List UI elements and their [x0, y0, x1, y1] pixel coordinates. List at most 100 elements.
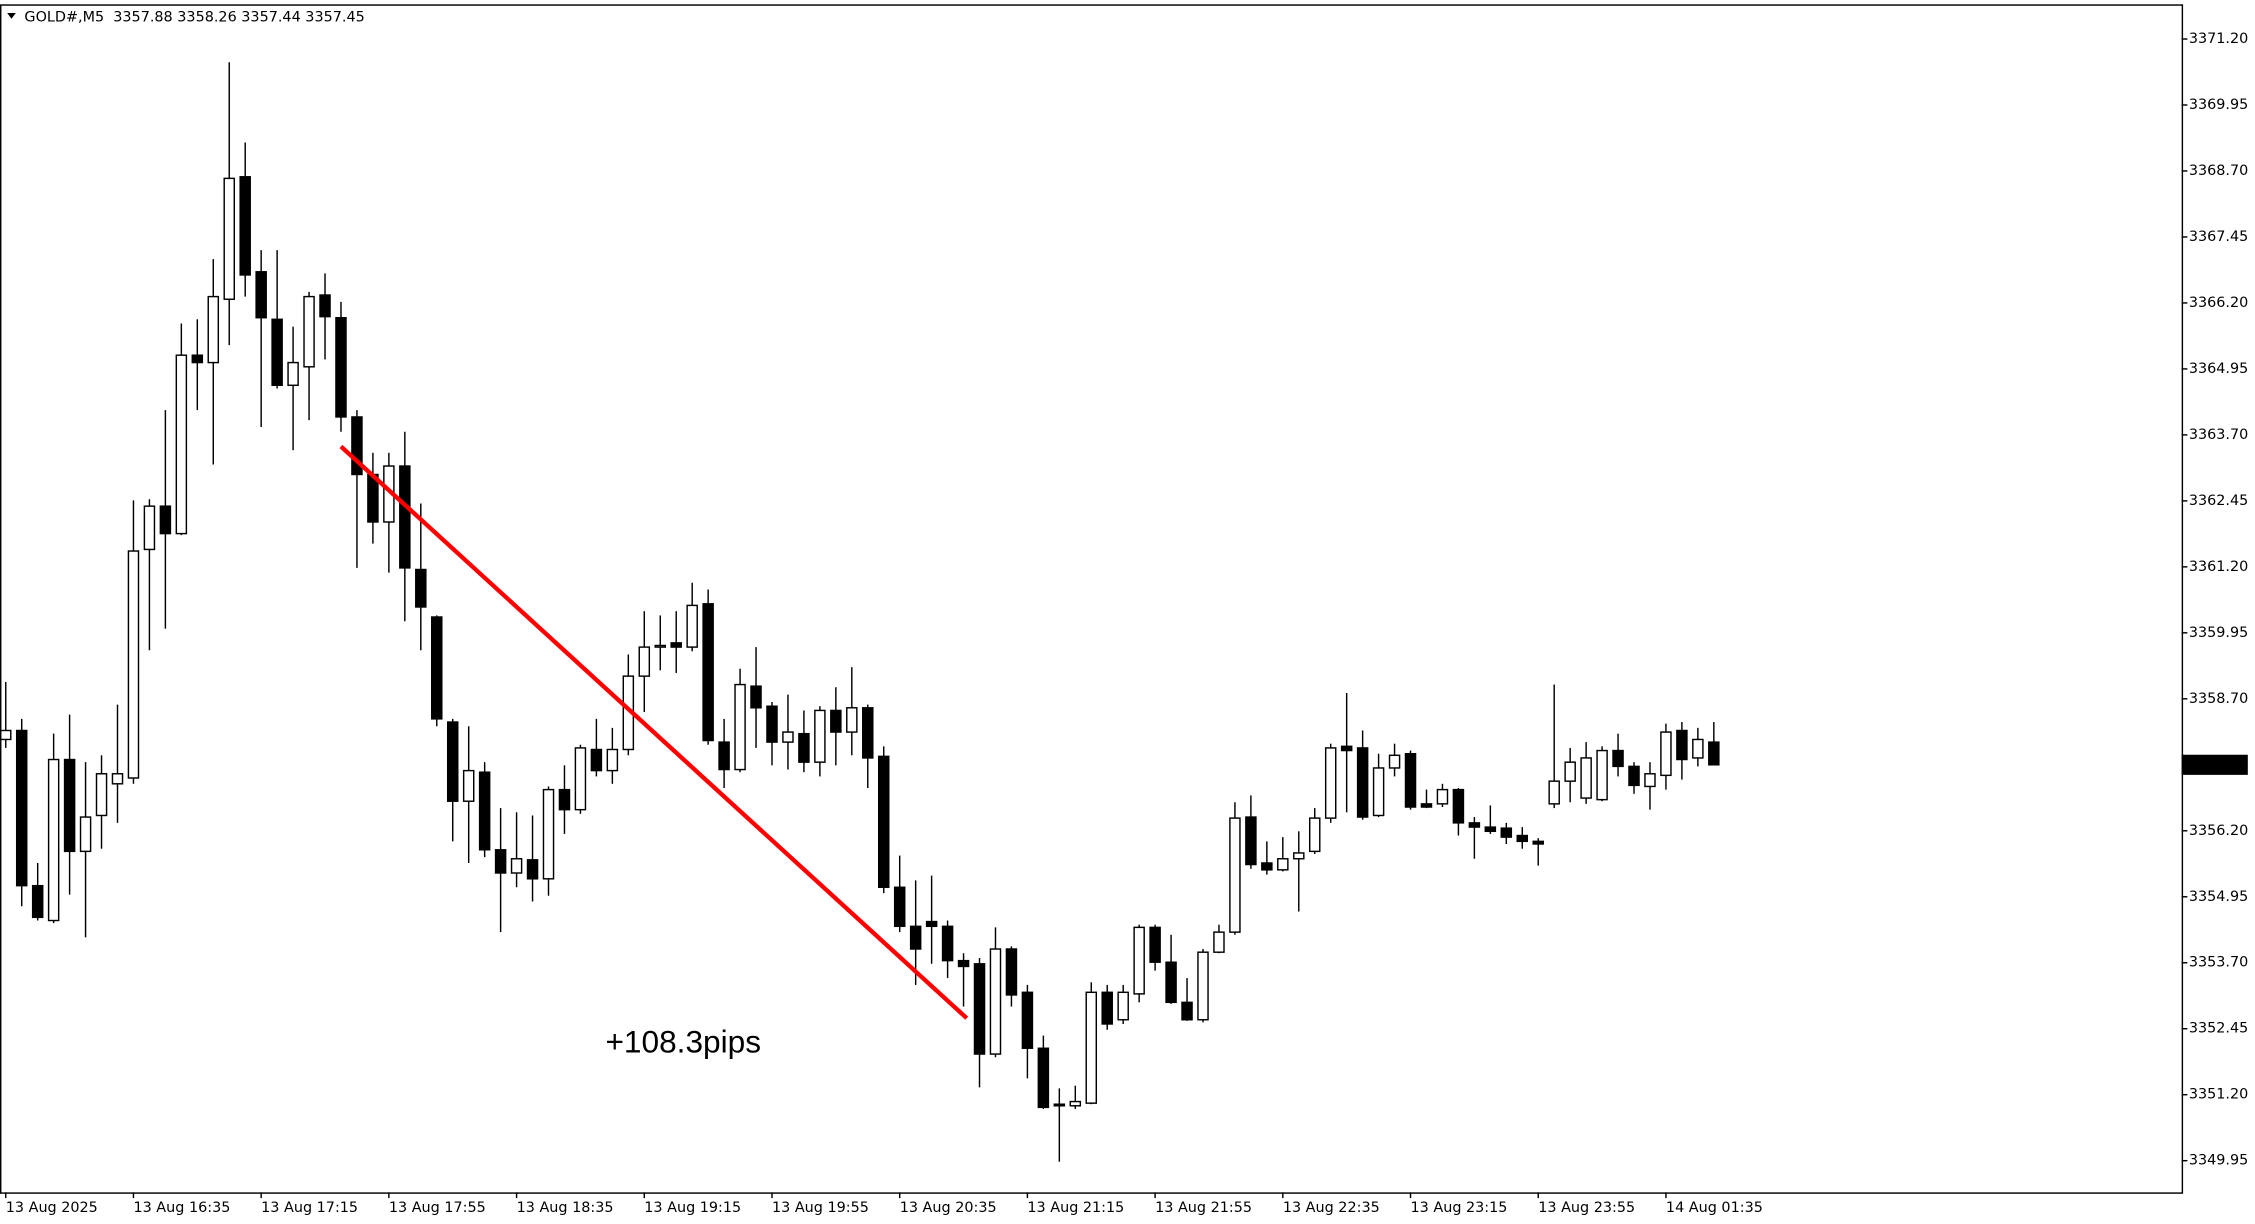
x-tick-label: 13 Aug 17:55 — [389, 1200, 486, 1216]
y-tick-label: 3368.70 — [2189, 163, 2248, 179]
y-tick-label: 3349.95 — [2189, 1153, 2248, 1169]
candle-body — [846, 707, 858, 733]
candle-body — [111, 773, 124, 785]
x-tick-label: 14 Aug 01:35 — [1666, 1200, 1763, 1216]
trendline — [339, 444, 969, 1020]
candle-body — [1692, 738, 1704, 759]
candle-body — [702, 603, 714, 742]
y-tick-label: 3358.70 — [2189, 691, 2248, 707]
y-tick-label: 3351.20 — [2189, 1087, 2248, 1103]
candle-body — [1628, 765, 1640, 787]
candle-body — [1356, 747, 1369, 818]
candle-body — [734, 683, 746, 771]
candle-body — [893, 886, 906, 928]
candle-body — [606, 748, 619, 772]
candle-body — [1149, 926, 1161, 963]
candle-body — [1308, 817, 1321, 853]
candle-body — [957, 959, 970, 968]
x-tick-label: 13 Aug 23:55 — [1538, 1200, 1635, 1216]
candle-body — [1181, 1001, 1193, 1021]
menu-triangle[interactable] — [7, 12, 16, 19]
candle-body — [223, 177, 235, 300]
candle-body — [750, 685, 762, 709]
x-tick-label: 13 Aug 16:35 — [133, 1200, 230, 1216]
candle-body — [1580, 757, 1592, 799]
candle-body — [718, 741, 730, 771]
y-tick-label: 3353.70 — [2189, 955, 2248, 971]
candle-body — [1612, 749, 1624, 768]
plot-frame — [0, 4, 2184, 1194]
candle-body — [1340, 745, 1353, 752]
candle-body — [941, 925, 954, 962]
annotation: +108.3pips — [605, 1024, 761, 1060]
candle-body — [1564, 761, 1576, 782]
candle-body — [255, 271, 267, 319]
candle-body — [351, 416, 363, 476]
candle-body — [542, 788, 555, 880]
candle-body — [31, 884, 44, 919]
candle-body — [207, 295, 220, 364]
candle-body — [1468, 822, 1481, 828]
y-tick-label: 3352.45 — [2189, 1021, 2248, 1037]
candle-body — [1500, 827, 1513, 838]
candle-body — [1420, 803, 1433, 808]
y-tick-label: 3361.20 — [2189, 559, 2248, 575]
x-tick-label: 13 Aug 22:35 — [1283, 1200, 1380, 1216]
y-tick-label: 3367.45 — [2189, 229, 2248, 245]
candle-body — [1404, 752, 1417, 808]
y-tick-label: 3363.70 — [2189, 427, 2248, 443]
candle-body — [1372, 767, 1385, 817]
candle-body — [814, 709, 826, 763]
candle-body — [399, 465, 411, 569]
candle-body — [127, 550, 140, 779]
candle-body — [686, 604, 698, 648]
candle-body — [191, 354, 204, 364]
candle-body — [79, 816, 92, 853]
candle-body — [303, 295, 315, 368]
candle-body — [510, 858, 523, 874]
candle-body — [1548, 780, 1560, 805]
candle-body — [494, 849, 507, 874]
candle-body — [462, 769, 475, 802]
candle-body — [798, 732, 810, 763]
candle-body — [1229, 817, 1241, 933]
candle-body — [1324, 747, 1337, 819]
candle-body — [574, 747, 587, 811]
candle-body — [1293, 852, 1305, 860]
candle-body — [1053, 1103, 1066, 1107]
candle-body — [1165, 961, 1177, 1004]
candle-body — [654, 644, 667, 648]
candle-body — [862, 707, 874, 759]
candle-body — [1277, 858, 1289, 871]
candle-body — [319, 294, 331, 318]
candle-body — [1213, 931, 1225, 953]
candle-body — [877, 755, 890, 888]
candle-body — [766, 705, 778, 743]
candle-body — [1085, 991, 1098, 1104]
candle-body — [239, 176, 251, 276]
y-tick-label: 3369.95 — [2189, 97, 2248, 113]
candle-body — [1660, 731, 1672, 777]
candle-body — [1484, 826, 1497, 833]
candle-body — [1245, 816, 1257, 866]
candle-body — [1005, 948, 1018, 996]
candle-body — [1021, 991, 1034, 1049]
candle-body — [271, 318, 283, 386]
candle-body — [670, 642, 682, 648]
x-tick-label: 13 Aug 20:35 — [900, 1200, 997, 1216]
candle-body — [1516, 834, 1529, 843]
candle-body — [15, 729, 28, 887]
x-tick-label: 13 Aug 17:15 — [261, 1200, 358, 1216]
candle-body — [1261, 862, 1273, 871]
y-tick-label: 3366.20 — [2189, 295, 2248, 311]
candle-body — [335, 316, 347, 418]
candle-body — [1676, 729, 1688, 761]
candle-body — [47, 758, 60, 922]
chart-title: GOLD#,M5 3357.88 3358.26 3357.44 3357.45 — [24, 9, 364, 25]
candle-body — [63, 758, 76, 853]
candle-body — [830, 709, 842, 733]
candle-body — [175, 354, 188, 535]
candle-body — [1069, 1100, 1082, 1107]
x-tick-label: 13 Aug 18:35 — [517, 1200, 614, 1216]
